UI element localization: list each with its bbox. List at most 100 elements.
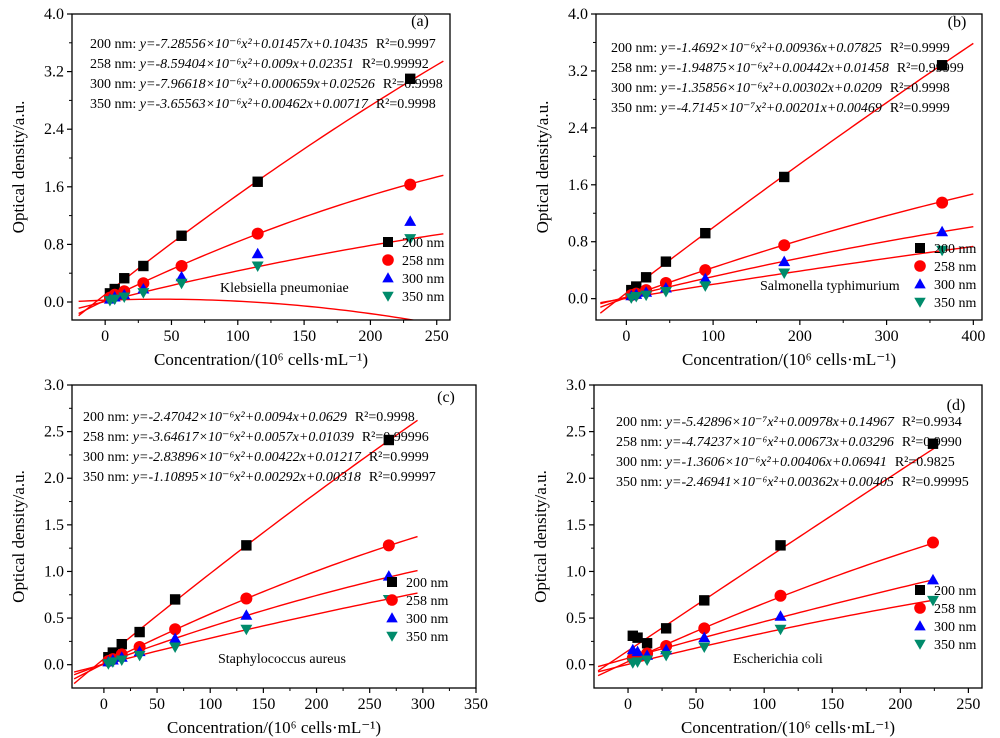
fit-equation: 350 nm: y=-3.65563×10⁻⁶x²+0.00462x+0.007… — [90, 97, 436, 112]
legend-marker-258nm — [386, 594, 398, 606]
data-point-350nm — [175, 278, 188, 290]
data-point-350nm — [778, 268, 791, 280]
data-point-350nm — [169, 642, 182, 653]
x-tick-label: 0 — [622, 328, 630, 345]
fit-equation: 200 nm: y=-7.28556×10⁻⁶x²+0.01457x+0.104… — [90, 37, 436, 52]
fit-equation-r2: R²=0.9997 — [376, 37, 436, 52]
y-tick-label: 3.0 — [566, 377, 586, 394]
fit-equation-wavelength: 350 nm: — [90, 97, 140, 112]
fit-equation-wavelength: 258 nm: — [616, 435, 666, 450]
y-axis-title: Optical density/a.u. — [9, 470, 28, 603]
legend-label: 258 nm — [402, 254, 445, 269]
y-tick-label: 0.0 — [566, 657, 586, 674]
data-point-200nm — [116, 638, 127, 650]
fit-equation-formula: y=-2.83896×10⁻⁶x²+0.00422x+0.01217 — [131, 450, 362, 465]
y-tick-label: 2.0 — [566, 470, 586, 487]
fit-equation-r2: R²=0.99999 — [897, 61, 964, 76]
plot-frame — [595, 13, 983, 321]
x-tick-label: 0 — [101, 328, 109, 345]
fit-equation: 200 nm: y=-2.47042×10⁻⁶x²+0.0094x+0.0629… — [83, 410, 415, 425]
data-point-200nm — [775, 540, 786, 551]
data-point-350nm — [251, 261, 264, 272]
fit-equation: 258 nm: y=-1.94875×10⁻⁶x²+0.00442x+0.014… — [611, 61, 964, 76]
x-axis-title: Concentration/(10⁶ cells·mL⁻¹) — [167, 718, 381, 737]
legend-label: 300 nm — [934, 620, 977, 635]
x-tick-label: 400 — [961, 328, 985, 345]
data-point-200nm — [632, 632, 643, 643]
data-point-300nm — [936, 225, 949, 237]
data-point-258nm — [926, 536, 939, 549]
fit-equation-formula: y=-1.3606×10⁻⁶x²+0.00406x+0.06941 — [664, 455, 887, 470]
data-point-200nm — [700, 227, 711, 239]
y-tick-label: 1.6 — [44, 179, 64, 196]
x-tick-label: 100 — [226, 328, 250, 345]
panel-label: (d) — [947, 397, 966, 414]
data-point-300nm — [774, 610, 787, 621]
legend-label: 200 nm — [406, 576, 449, 591]
data-point-300nm — [631, 645, 644, 657]
data-point-200nm — [134, 626, 145, 638]
x-tick-label: 100 — [198, 696, 222, 713]
y-tick-label: 1.5 — [44, 517, 64, 534]
y-tick-label: 0.8 — [568, 234, 588, 251]
y-tick-label: 3.2 — [568, 63, 588, 80]
fit-equation: 300 nm: y=-1.35856×10⁻⁶x²+0.00302x+0.020… — [611, 81, 950, 96]
data-point-258nm — [169, 623, 182, 636]
y-tick-label: 3.2 — [44, 64, 64, 81]
data-point-200nm — [641, 638, 653, 649]
fit-equation-r2: R²=0.99992 — [362, 57, 429, 72]
fit-equation: 258 nm: y=-3.64617×10⁻⁶x²+0.0057x+0.0103… — [83, 430, 429, 445]
fit-equation-r2: R²=0.99996 — [362, 430, 429, 445]
data-point-350nm — [641, 655, 654, 667]
data-point-350nm — [106, 657, 119, 668]
plot-frame — [593, 384, 983, 689]
legend-label: 258 nm — [934, 260, 977, 275]
legend-marker-350nm — [914, 297, 926, 308]
species-label: Klebsiella pneumoniae — [220, 281, 349, 296]
y-tick-label: 0.5 — [44, 610, 64, 627]
data-point-350nm — [133, 650, 146, 662]
fit-equation-wavelength: 350 nm: — [611, 101, 661, 116]
x-tick-label: 0 — [100, 696, 108, 713]
data-point-258nm — [175, 260, 188, 272]
legend-label: 300 nm — [934, 278, 977, 293]
fit-equation-r2: R²=0.9999 — [369, 450, 429, 465]
fit-equation-r2: R²=0.9998 — [383, 77, 443, 92]
fit-equation-formula: y=-1.4692×10⁻⁶x²+0.00936x+0.07825 — [659, 41, 882, 56]
data-point-200nm — [405, 73, 416, 84]
data-point-200nm — [640, 272, 652, 283]
y-tick-label: 2.5 — [566, 424, 586, 441]
data-point-350nm — [118, 292, 131, 303]
fit-equation-wavelength: 300 nm: — [90, 77, 140, 92]
fit-equation-formula: y=-7.28556×10⁻⁶x²+0.01457x+0.10435 — [138, 37, 368, 52]
fit-equation-wavelength: 200 nm: — [616, 415, 666, 430]
plot-frame — [71, 13, 451, 321]
data-point-350nm — [640, 290, 653, 302]
data-point-200nm — [631, 281, 642, 292]
fit-equation-formula: y=-4.74237×10⁻⁶x²+0.00673x+0.03296 — [664, 435, 894, 450]
data-point-350nm — [240, 624, 253, 636]
y-tick-label: 2.4 — [44, 121, 64, 138]
data-point-258nm — [240, 592, 253, 605]
data-point-300nm — [927, 573, 939, 585]
x-tick-label: 150 — [251, 696, 275, 713]
x-axis-title: Concentration/(10⁶ cells·mL⁻¹) — [682, 350, 896, 369]
fit-equation-r2: R²=0.9998 — [890, 81, 950, 96]
x-tick-label: 200 — [788, 328, 812, 345]
data-point-350nm — [137, 288, 150, 299]
fit-equation-formula: y=-7.96618×10⁻⁶x²+0.000659x+0.02526 — [138, 77, 375, 92]
x-tick-label: 300 — [875, 328, 899, 345]
fit-equation: 350 nm: y=-1.10895×10⁻⁶x²+0.00292x+0.003… — [83, 470, 436, 485]
x-tick-label: 100 — [701, 328, 725, 345]
legend-marker-300nm — [914, 278, 926, 289]
x-axis-title: Concentration/(10⁶ cells·mL⁻¹) — [681, 718, 895, 737]
fit-equation-wavelength: 258 nm: — [90, 57, 140, 72]
y-tick-label: 2.5 — [44, 424, 64, 441]
fit-equation-r2: R²=0.9999 — [890, 41, 950, 56]
fit-equation-wavelength: 350 nm: — [616, 475, 666, 490]
data-point-200nm — [107, 647, 119, 658]
x-tick-label: 250 — [358, 696, 382, 713]
x-tick-label: 200 — [305, 696, 329, 713]
fit-equation-r2: R²=0.9825 — [895, 455, 955, 470]
x-tick-label: 100 — [752, 696, 776, 713]
